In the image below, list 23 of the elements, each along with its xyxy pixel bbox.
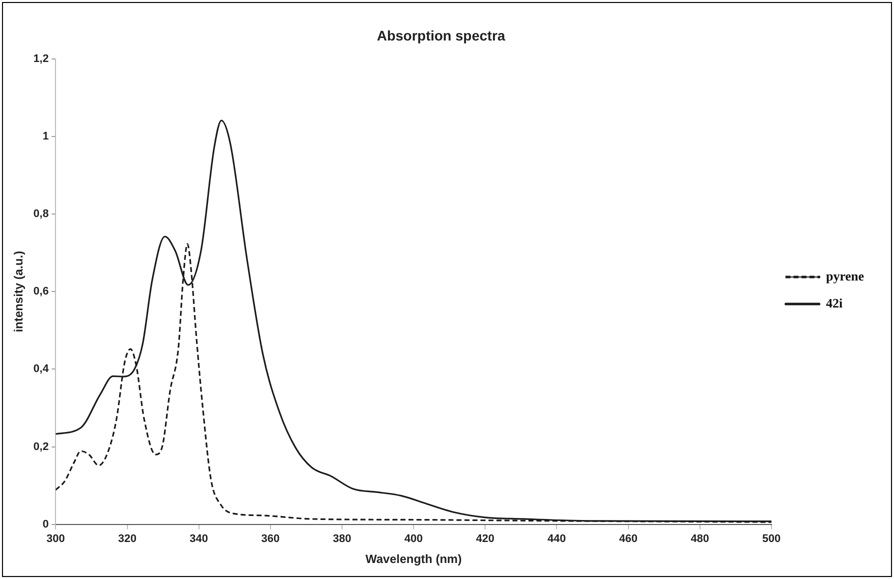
x-axis-title: Wavelength (nm) bbox=[365, 552, 462, 566]
x-tick-label: 360 bbox=[261, 533, 280, 546]
x-tick-label: 440 bbox=[548, 533, 566, 546]
legend-label: pyrene bbox=[826, 268, 864, 284]
y-tick-label: 0,6 bbox=[33, 286, 49, 298]
chart-title: Absorption spectra bbox=[376, 27, 506, 44]
y-tick-label: 0,2 bbox=[33, 440, 49, 453]
x-tick-label: 420 bbox=[476, 533, 494, 546]
y-tick-label: 1 bbox=[42, 130, 49, 142]
x-tick-label: 340 bbox=[190, 533, 208, 546]
x-tick-label: 460 bbox=[619, 533, 638, 546]
x-tick-label: 300 bbox=[46, 533, 65, 546]
y-axis-title: intensity (a.u.) bbox=[12, 250, 26, 332]
y-tick-label: 0 bbox=[42, 518, 49, 530]
x-tick-label: 480 bbox=[690, 533, 710, 546]
x-tick-label: 320 bbox=[118, 533, 136, 546]
x-tick-label: 380 bbox=[332, 533, 352, 546]
y-tick-label: 1,2 bbox=[33, 52, 49, 65]
x-tick-label: 400 bbox=[404, 533, 423, 546]
x-tick-label: 500 bbox=[762, 533, 781, 546]
legend-label: 42i bbox=[826, 295, 843, 310]
y-tick-label: 0,8 bbox=[33, 208, 49, 220]
y-tick-label: 0,4 bbox=[33, 363, 50, 376]
